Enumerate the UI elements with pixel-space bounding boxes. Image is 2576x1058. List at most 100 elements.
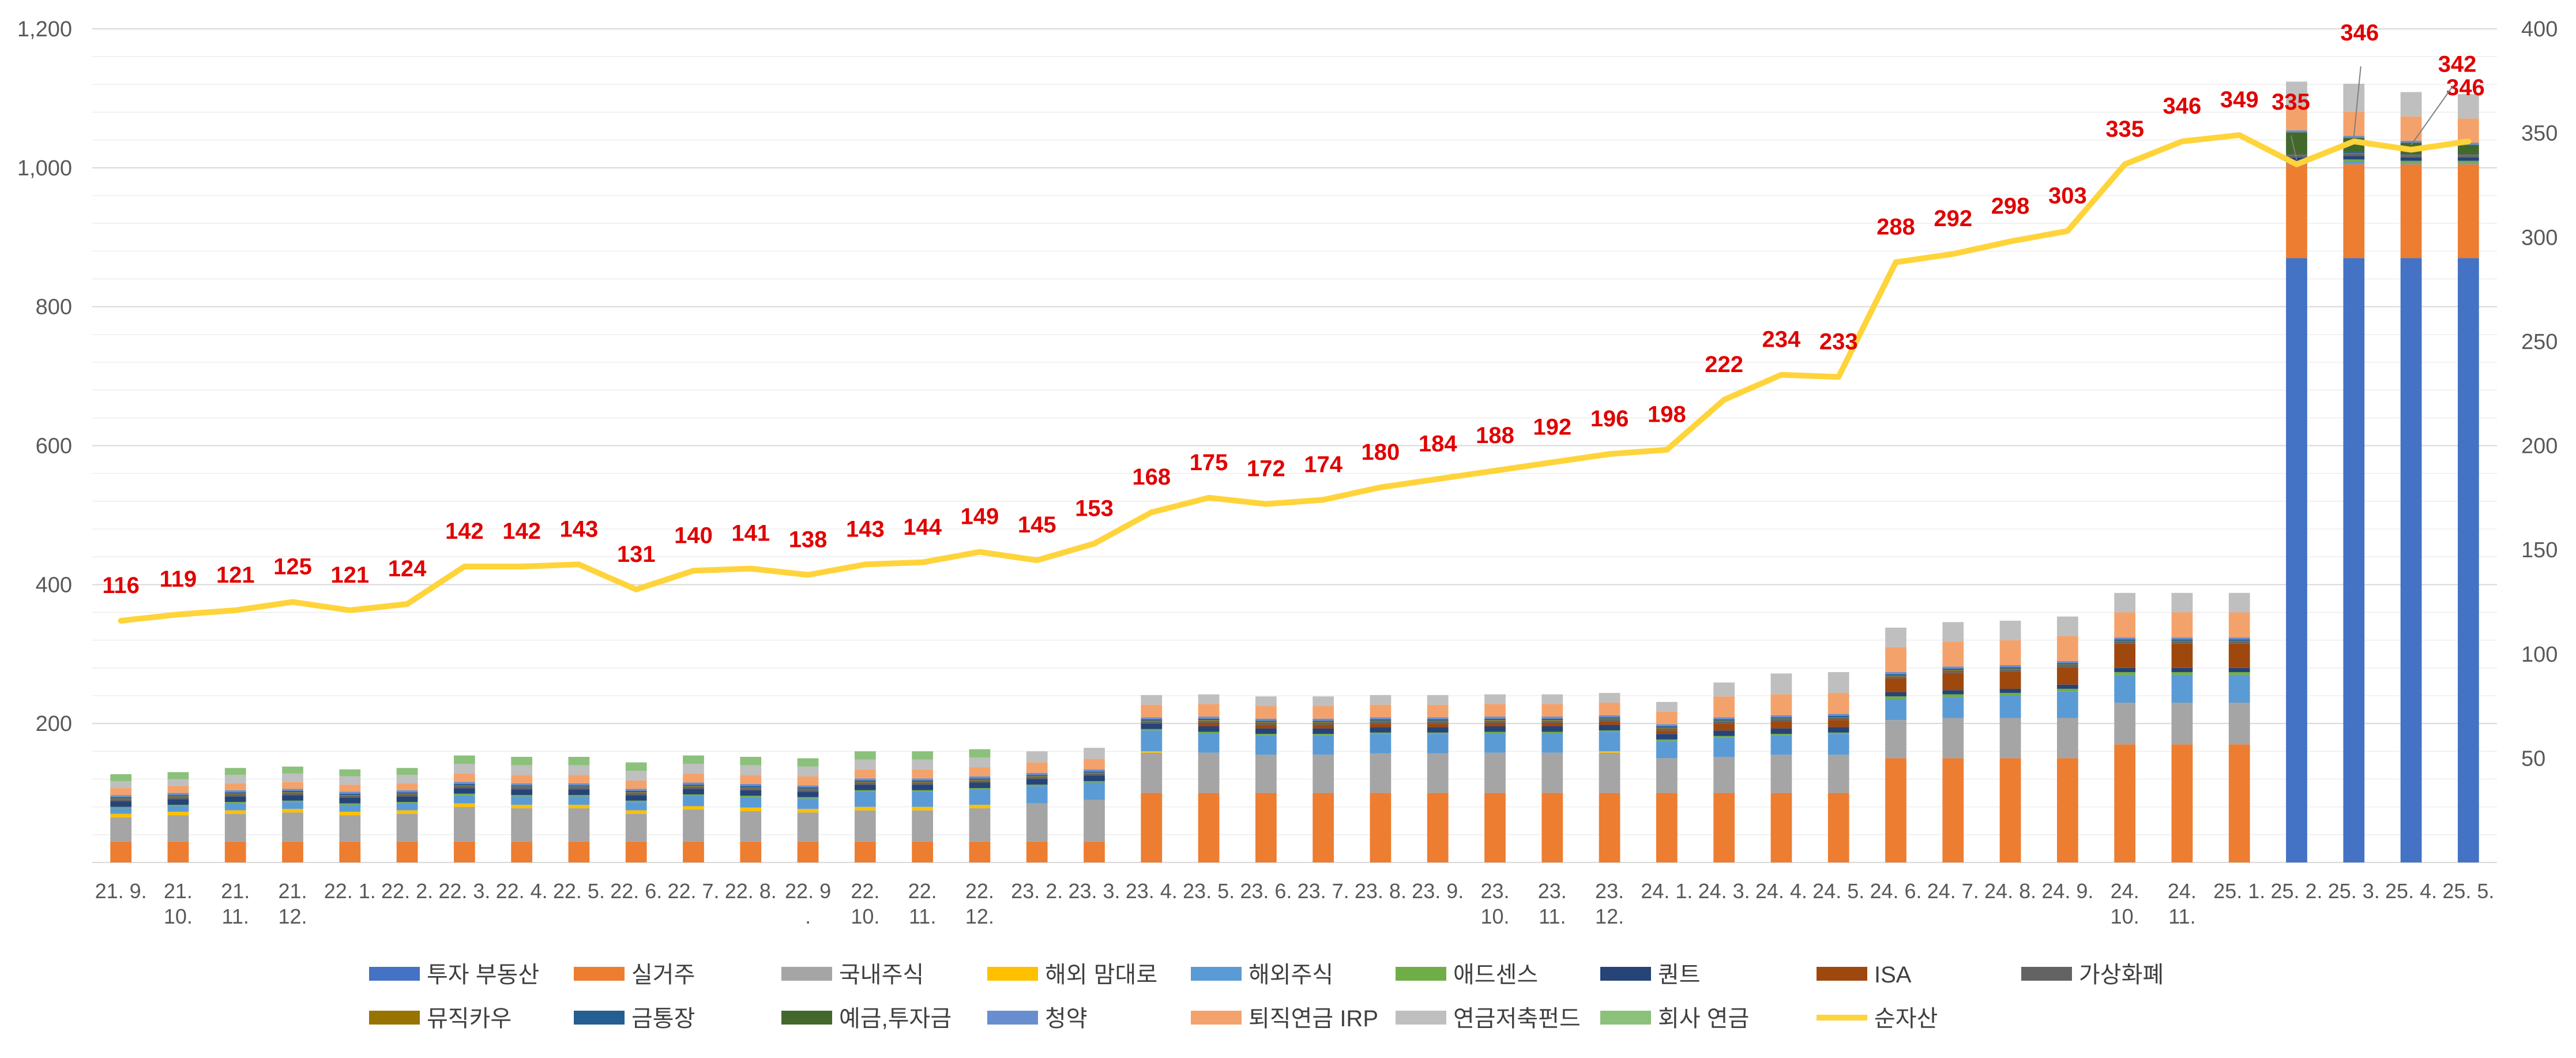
bar-segment [1942,670,1964,673]
bar-segment [1026,776,1048,777]
x-tick-label: 22. 6. [610,879,662,903]
legend-label: 회사 연금 [1658,1006,1749,1031]
bar-segment [1713,719,1735,721]
bar-segment [282,793,303,796]
bar-segment [1827,718,1849,721]
bar-segment [1942,697,1964,718]
bar-segment [453,783,475,786]
bar-segment [1026,775,1048,776]
bar-segment [797,798,819,809]
legend-label: 애드센스 [1453,962,1538,988]
bar-segment [339,803,361,805]
bar-segment [453,764,475,774]
bar-segment [2114,744,2136,862]
bar-segment [2114,612,2136,637]
bar-segment [2056,684,2078,689]
bar-segment [854,769,876,779]
bar-segment [224,783,246,790]
bar-segment [224,802,246,804]
bar-segment [969,757,991,768]
bar-segment [1999,693,2021,696]
bar-segment [453,755,475,764]
bar-segment [2171,639,2193,641]
legend-label: 금통장 [631,1006,695,1031]
bar-segment [1084,759,1105,770]
bar-segment [2228,667,2250,673]
data-label: 335 [2105,117,2144,142]
bar-segment [1427,717,1449,719]
bar-segment [683,755,704,764]
bar-segment [2171,643,2193,668]
legend-swatch [781,1011,832,1025]
x-tick-label: 23. [1595,879,1624,903]
bar-segment [1827,672,1849,693]
bar-segment [1198,694,1220,704]
data-label: 335 [2272,89,2310,115]
bar-segment [797,789,819,792]
bar-segment [1942,694,1964,697]
x-tick-label: 21. [278,879,307,903]
bar-segment [568,789,590,796]
x-tick-label: 24. 1. [1641,879,1693,903]
bar-segment [2457,258,2479,862]
bar-segment [2171,592,2193,613]
bar-segment [396,792,418,794]
bar-segment [2343,152,2365,153]
bar-segment [2171,637,2193,640]
bar-segment [1427,732,1449,734]
bar-segment [1599,751,1620,753]
bar-segment [1999,640,2021,666]
legend-item: 예금,투자금 [781,1006,952,1031]
bar-segment [912,778,934,781]
bar-segment [1084,800,1105,842]
bar-segment [969,808,991,842]
data-label: 342 [2438,52,2477,77]
bar-segment [110,798,132,800]
bar-segment [1827,727,1849,733]
bar-segment [511,787,533,790]
bar-segment [167,786,189,793]
x-tick-label: 22. 8. [725,879,777,903]
x-axis: 21. 9. 21.10.21.11.21.12.22. 1. 22. 2. 22. … [95,879,2495,928]
bar-segment [683,785,704,786]
bar-segment [1885,678,1906,692]
bar-segment [683,806,704,810]
data-label: 149 [961,504,999,530]
bar-segment [1427,734,1449,753]
bar-segment [1427,753,1449,793]
x-tick-label: 21. [164,879,193,903]
bar-segment [2056,663,2078,665]
bar-segment [2343,84,2365,112]
bar-segment [1827,755,1849,793]
bar-segment [683,782,704,785]
bar-segment [1141,793,1163,862]
bar-segment [224,768,246,775]
x-tick-label: 25. 4. [2385,879,2437,903]
legend-swatch [1191,967,1242,981]
x-tick-label: 22. 3. [438,879,490,903]
bar-segment [167,805,189,806]
bar-segment [1770,721,1792,729]
bar-segment [912,759,934,770]
legend-item: 애드센스 [1396,962,1538,988]
bar-segment [1026,803,1048,842]
data-label: 119 [160,566,197,592]
legend-swatch [987,967,1038,981]
bar-segment [854,782,876,785]
bar-segment [1084,771,1105,773]
bar-segment [224,792,246,794]
bar-segment [683,786,704,789]
legend-swatch [1396,1011,1446,1025]
bar-segment [2114,637,2136,640]
bar-segment [110,808,132,814]
bar-segment [625,841,647,862]
bar-segment [2286,164,2307,258]
bar-segment [110,817,132,842]
bar-segment [2228,643,2250,668]
bar-segment [683,786,704,787]
bar-segment [1141,723,1163,729]
bar-segment [224,813,246,842]
right-tick-label: 250 [2521,330,2558,354]
bar-segment [683,764,704,774]
bar-segment [1885,699,1906,721]
